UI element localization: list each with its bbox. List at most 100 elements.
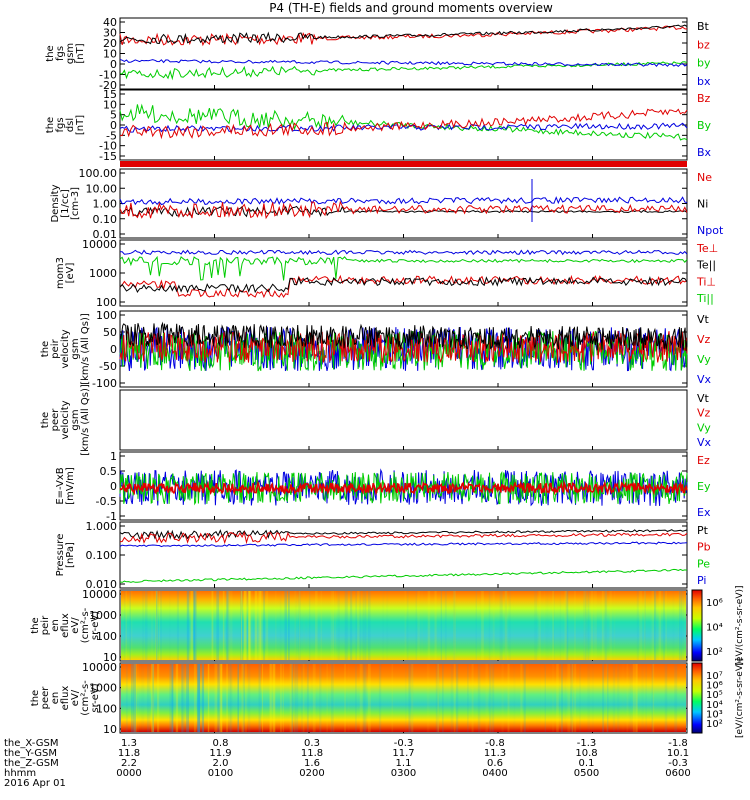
x-tick-label: -0.8: [485, 738, 505, 749]
spectrogram-streak: [411, 664, 414, 732]
spectrogram-streak: [622, 664, 625, 732]
spectrogram-streak: [488, 591, 491, 660]
spectrogram-streak: [630, 664, 633, 732]
y-tick-label: 0: [110, 343, 117, 356]
y-tick-label: 100: [96, 309, 117, 322]
legend-bx: bx: [697, 75, 711, 88]
spectrogram-streak: [306, 664, 309, 732]
spectrogram-streak: [362, 664, 365, 732]
y-axis-label: the: [30, 617, 41, 633]
spectrogram-streak: [133, 664, 135, 732]
spectrogram-image: [121, 664, 686, 732]
spectrogram-streak: [678, 591, 681, 660]
y-tick-label: -5: [106, 129, 117, 142]
spectrogram-streak: [592, 664, 594, 732]
spectrogram-streak: [219, 664, 223, 732]
panel-frame: [119, 662, 688, 734]
x-row-label: 2016 Apr 01: [4, 778, 66, 789]
legend-Vy: Vy: [697, 421, 711, 434]
spectrogram-streak: [362, 664, 365, 732]
spectrogram-streak: [559, 591, 562, 660]
y-tick-label: 0.100: [86, 549, 118, 562]
spectrogram-streak: [141, 664, 144, 732]
x-tick-label: 11.9: [209, 748, 231, 759]
spectrogram-streak: [240, 591, 243, 660]
spectrogram-streak: [635, 664, 638, 732]
y-tick-label: 50: [103, 326, 117, 339]
x-tick-label: -0.3: [668, 758, 688, 769]
spectrogram-streak: [240, 591, 243, 660]
legend-Npot: Npot: [697, 224, 724, 237]
spectrogram-streak: [186, 664, 189, 732]
spectrogram-streak: [226, 664, 228, 732]
series-Ti-par: [119, 255, 688, 281]
spectrogram-streak: [644, 591, 646, 660]
legend-Pt: Pt: [697, 524, 709, 537]
spectrogram-streak: [307, 591, 309, 660]
spectrogram-streak: [136, 664, 140, 732]
spectrogram-streak: [355, 664, 357, 732]
series-Ez: [119, 480, 688, 497]
spectrogram-streak: [583, 591, 587, 660]
spectrogram-streak: [333, 664, 335, 732]
spectrogram-streak: [291, 664, 294, 732]
panel-pressure: 1.000 0.100 0.010 Pressure [nPa] Pt Pb Pe Pi: [55, 520, 711, 591]
legend-Ne: Ne: [697, 171, 712, 184]
spectrogram-streak: [334, 591, 336, 660]
x-tick-label: 0300: [391, 768, 416, 779]
spectrogram-streak: [303, 591, 305, 660]
spectrogram-streak: [243, 591, 247, 660]
legend-Pe: Pe: [697, 557, 710, 570]
spectrogram-image: [121, 591, 686, 660]
series-Pi: [119, 541, 688, 548]
spectrogram-streak: [680, 591, 683, 660]
spectrogram-streak: [485, 664, 489, 732]
spectrogram-streak: [587, 664, 591, 732]
x-tick-label: 0.8: [213, 738, 229, 749]
spectrogram-streak: [151, 664, 155, 732]
spectrogram-streak: [228, 664, 231, 732]
spectrogram-streak: [319, 664, 321, 732]
y-tick-label: 30: [103, 27, 117, 40]
spectrogram-streak: [386, 591, 388, 660]
spectrogram-streak: [605, 591, 606, 660]
spectrogram-streak: [358, 591, 361, 660]
spectrogram-streak: [299, 591, 301, 660]
panel-frame: [119, 239, 688, 307]
y-tick-label: 0.01: [93, 228, 118, 241]
spectrogram-streak: [662, 591, 666, 660]
spectrogram-streak: [302, 664, 305, 732]
spectrogram-streak: [641, 664, 643, 732]
spectrogram-streak: [171, 664, 174, 732]
legend-Vt: Vt: [697, 313, 710, 326]
spectrogram-streak: [504, 591, 507, 660]
spectrogram-streak: [612, 664, 616, 732]
legend-Bz: Bz: [697, 92, 711, 105]
spectrogram-streak: [193, 664, 197, 732]
spectrogram-streak: [280, 664, 282, 732]
spectrogram-streak: [551, 664, 555, 732]
x-tick-label: 2.2: [121, 758, 137, 769]
y-tick-label: 5: [110, 109, 117, 122]
spectrogram-streak: [561, 664, 564, 732]
spectrogram-streak: [355, 591, 357, 660]
spectrogram-streak: [155, 591, 158, 660]
spectrogram-streak: [574, 664, 577, 732]
spectrogram-streak: [667, 664, 668, 732]
status-bar: [120, 161, 687, 167]
legend-Pb: Pb: [697, 541, 711, 554]
spectrogram-streak: [124, 591, 126, 660]
colorbar-label: [eV/(cm²-s-sr-eV)]: [735, 585, 745, 665]
series-bz: [119, 25, 688, 47]
spectrogram-streak: [350, 591, 353, 660]
x-row-label: hhmm: [4, 768, 36, 779]
panel-peer-spec: 10000 1000 100 10 the peer en eflux eV/(cm²-s-sr…: [30, 661, 688, 736]
panel-temperature: 10000 1000 100 mom3 [eV] Te⊥ Te|| Ti⊥ Ti||: [55, 238, 718, 309]
spectrogram-streak: [330, 664, 334, 732]
y-axis-label: eflux: [60, 686, 71, 711]
spectrogram-streak: [513, 664, 515, 732]
spectrogram-streak: [254, 591, 258, 660]
spectrogram-streak: [364, 591, 367, 660]
spectrogram-streak: [195, 591, 197, 660]
spectrogram-streak: [263, 591, 265, 660]
